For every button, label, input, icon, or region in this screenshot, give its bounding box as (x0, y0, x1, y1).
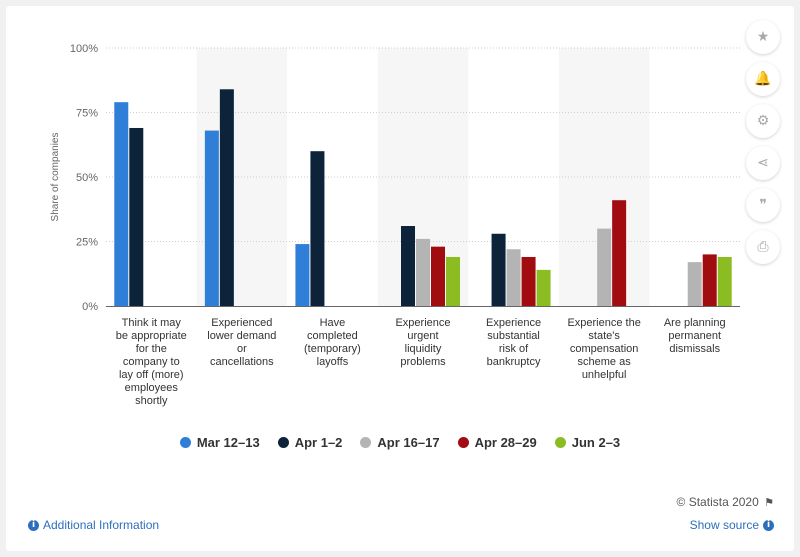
gear-icon: ⚙ (756, 113, 770, 129)
quote-button[interactable]: ❞ (746, 188, 780, 222)
bar-chart: 0% 25% 50% 75% 100% Share of companies Think i… (50, 43, 740, 407)
x-tick-label: Experience (486, 317, 541, 329)
additional-information-label: Additional Information (43, 518, 160, 532)
bar[interactable] (521, 256, 536, 306)
bar[interactable] (702, 254, 717, 306)
x-tick-label: problems (400, 356, 446, 368)
x-tick-label: layoffs (317, 356, 349, 368)
bar[interactable] (491, 233, 506, 306)
legend-label: Apr 28–29 (474, 435, 537, 450)
x-tick-label: shortly (135, 395, 168, 407)
x-tick-label: compensation (570, 343, 639, 355)
y-tick-label: 75% (76, 108, 98, 120)
x-tick-label: or (237, 343, 247, 355)
gear-button[interactable]: ⚙ (746, 104, 780, 138)
bar[interactable] (597, 228, 612, 306)
print-button[interactable]: ⎙ (746, 230, 780, 264)
credit-text: © Statista 2020 (676, 495, 759, 509)
star-button[interactable]: ★ (746, 20, 780, 54)
bar[interactable] (114, 102, 129, 307)
legend-item[interactable]: Mar 12–13 (179, 435, 260, 450)
statista-credit[interactable]: © Statista 2020 ⚑ (677, 495, 774, 509)
y-tick-label: 50% (76, 172, 98, 184)
chart-card: 0% 25% 50% 75% 100% Share of companies Think i… (6, 6, 794, 551)
legend-marker (554, 437, 566, 448)
bar[interactable] (506, 249, 521, 306)
bar[interactable] (401, 226, 415, 306)
bar[interactable] (204, 130, 219, 306)
x-tick-label: Experience the (567, 317, 640, 329)
legend-item[interactable]: Jun 2–3 (554, 435, 621, 450)
bar[interactable] (295, 244, 310, 306)
x-tick-label: completed (307, 330, 358, 342)
legend-item[interactable]: Apr 16–17 (360, 435, 440, 450)
x-tick-label: dismissals (669, 343, 720, 355)
x-tick-label: risk of (499, 343, 529, 355)
bell-icon: 🔔 (754, 71, 772, 87)
share-icon: ⋖ (757, 155, 769, 171)
x-tick-label: state's (588, 330, 620, 342)
legend-marker (457, 437, 469, 448)
x-tick-label: Have (320, 317, 346, 329)
quote-icon: ❞ (759, 197, 767, 213)
legend-marker (277, 437, 289, 448)
bar[interactable] (219, 89, 234, 306)
x-tick-label: urgent (407, 330, 438, 342)
chart-legend: Mar 12–13 Apr 1–2 Apr 16–17 Apr 28–29 Jun 2–… (6, 435, 794, 450)
flag-icon: ⚑ (764, 496, 774, 509)
legend-item[interactable]: Apr 1–2 (277, 435, 343, 450)
bar[interactable] (446, 256, 460, 306)
x-tick-label: for the (136, 343, 167, 355)
y-tick-label: 25% (76, 237, 98, 249)
bar[interactable] (310, 151, 325, 306)
legend-label: Jun 2–3 (571, 435, 621, 450)
x-tick-label: cancellations (210, 356, 274, 368)
show-source-label: Show source (689, 518, 759, 532)
info-icon: i (28, 519, 39, 531)
bar[interactable] (416, 238, 430, 306)
bar[interactable] (687, 262, 702, 306)
legend-marker (360, 437, 372, 448)
x-tick-label: employees (125, 382, 179, 394)
x-tick-label: unhelpful (582, 369, 627, 381)
bar[interactable] (129, 127, 144, 306)
legend-item[interactable]: Apr 28–29 (457, 435, 537, 450)
show-source-link[interactable]: Show source i (690, 518, 774, 532)
legend-label: Apr 16–17 (377, 435, 440, 450)
x-tick-label: Are planning (664, 317, 726, 329)
x-tick-label: Experienced (211, 317, 272, 329)
x-tick-label: lay off (more) (119, 369, 184, 381)
legend-marker (179, 437, 191, 448)
y-tick-label: 0% (82, 301, 98, 313)
x-tick-label: permanent (668, 330, 721, 342)
x-tick-label: substantial (487, 330, 540, 342)
legend-label: Apr 1–2 (294, 435, 343, 450)
bell-button[interactable]: 🔔 (746, 62, 780, 96)
x-tick-label: bankruptcy (487, 356, 541, 368)
x-tick-label: company to (123, 356, 180, 368)
legend-label: Mar 12–13 (196, 435, 260, 450)
additional-information-link[interactable]: i Additional Information (28, 518, 159, 532)
print-icon: ⎙ (757, 239, 769, 255)
y-axis-label: Share of companies (50, 133, 61, 222)
x-tick-label: liquidity (405, 343, 442, 355)
share-button[interactable]: ⋖ (746, 146, 780, 180)
bar[interactable] (536, 269, 551, 306)
bar[interactable] (717, 256, 732, 306)
bar[interactable] (431, 246, 445, 306)
x-tick-label: Experience (395, 317, 450, 329)
x-tick-label: Think it may (122, 317, 182, 329)
sidebar-toolbar: ★ 🔔 ⚙ ⋖ ❞ ⎙ (746, 20, 780, 272)
x-tick-label: be appropriate (116, 330, 187, 342)
x-tick-label: (temporary) (304, 343, 361, 355)
bar[interactable] (612, 200, 627, 306)
y-tick-label: 100% (70, 43, 98, 55)
star-icon: ★ (756, 29, 770, 45)
x-tick-label: lower demand (207, 330, 276, 342)
x-tick-label: scheme as (578, 356, 632, 368)
info-icon: i (763, 519, 774, 531)
